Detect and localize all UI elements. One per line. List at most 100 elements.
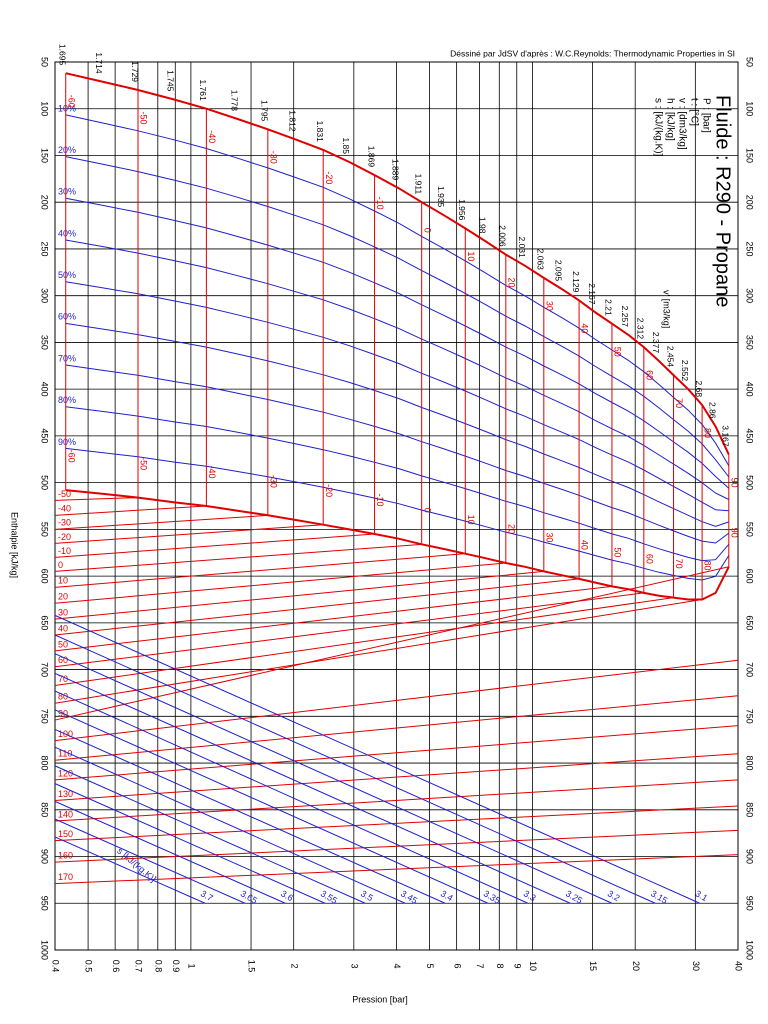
y-tick-label-right: 500 <box>745 475 755 490</box>
isentrope <box>54 728 446 904</box>
y-tick-label: 650 <box>40 615 50 630</box>
isotherm-left-label: 160 <box>58 851 73 861</box>
isentrope <box>54 783 326 904</box>
isotherm-left-label: -50 <box>58 489 71 499</box>
isotherm-label: -60 <box>66 95 76 108</box>
isentrope <box>54 800 286 904</box>
s-sat-label: 1.911 <box>413 174 423 195</box>
x-axis-label: Pression [bar] <box>352 994 408 1004</box>
quality-label: 20% <box>58 145 76 155</box>
s-sat-label: 1.795 <box>260 100 270 122</box>
isotherm-superheated <box>54 578 580 636</box>
x-tick-label: 40 <box>734 961 744 971</box>
isotherm-label: 30 <box>544 301 554 311</box>
quality-line <box>65 364 730 544</box>
isotherm-left-label: 70 <box>58 674 68 684</box>
isotherm-superheated <box>54 553 466 588</box>
isotherm-label: -40 <box>207 465 217 478</box>
y-tick-label: 50 <box>40 57 50 67</box>
y-tick-label-right: 800 <box>745 756 755 771</box>
x-tick-label: 20 <box>631 961 641 971</box>
quality-label: 50% <box>58 270 76 280</box>
quality-label: 70% <box>58 353 76 363</box>
s-sat-label: 2.257 <box>620 306 630 328</box>
y-tick-label-right: 650 <box>745 615 755 630</box>
isotherm-superheated <box>54 585 613 652</box>
x-tick-label: 0.5 <box>84 960 94 973</box>
y-tick-label: 450 <box>40 428 50 443</box>
y-tick-label-right: 250 <box>745 241 755 256</box>
isotherm-superheated <box>54 779 739 822</box>
isotherm-label: -50 <box>139 457 149 470</box>
s-sat-label: 2.167 <box>587 283 597 305</box>
isentrope <box>54 672 571 904</box>
s-sat-label: 2.552 <box>680 360 690 382</box>
isotherm-superheated <box>54 805 739 842</box>
isotherm-label: 20 <box>506 278 516 288</box>
isotherm-label: -40 <box>207 130 217 143</box>
isotherm-left-label: 150 <box>58 829 73 839</box>
isotherm-left-label: 50 <box>58 639 68 649</box>
s-sat-label: 2.454 <box>665 346 675 368</box>
s-sat-label: 1.869 <box>366 146 376 168</box>
x-tick-label: 9 <box>512 963 522 968</box>
isotherm-superheated <box>54 514 268 530</box>
isotherm-superheated <box>54 497 139 501</box>
isotherm-label: 80 <box>703 428 713 438</box>
credit: Déssiné par JdSV d'après : W.C.Reynolds:… <box>450 48 735 58</box>
y-tick-label: 500 <box>40 475 50 490</box>
s-sat-label: 2.031 <box>517 236 527 258</box>
x-tick-label: 0.7 <box>134 960 144 973</box>
v-label: v' [m3/kg] <box>662 290 672 328</box>
quality-line <box>65 197 730 489</box>
isentrope <box>54 765 366 904</box>
isotherm-superheated <box>54 659 739 742</box>
s-sat-label: 1.761 <box>198 79 208 101</box>
y-tick-label: 600 <box>40 569 50 584</box>
isotherm-label: -10 <box>375 197 385 210</box>
s-sat-label: 1.98 <box>478 217 488 234</box>
isotherm-label: -50 <box>139 112 149 125</box>
s-sat-label: 1.729 <box>130 61 140 83</box>
quality-line <box>65 281 729 512</box>
y-tick-label: 400 <box>40 382 50 397</box>
y-tick-label: 700 <box>40 662 50 677</box>
isotherm-label: 40 <box>580 323 590 333</box>
s-sat-label: 1.778 <box>229 90 239 112</box>
s-sat-label: 1.812 <box>288 110 298 132</box>
y-tick-label-right: 400 <box>745 382 755 397</box>
quality-label: 40% <box>58 228 76 238</box>
isotherm-superheated <box>54 753 739 801</box>
saturation-vapor <box>65 489 730 601</box>
x-tick-label: 0.4 <box>51 960 61 973</box>
chart-title: Fluide : R290 - Propane <box>712 95 734 307</box>
s-sat-label: 2.377 <box>651 332 661 354</box>
s-sat-label: 2.68 <box>694 381 704 398</box>
isotherm-label: 90 <box>729 528 739 538</box>
y-tick-label-right: 600 <box>745 569 755 584</box>
y-tick-label: 850 <box>40 802 50 817</box>
s-sat-label: 1.889 <box>390 159 400 181</box>
quality-label: 80% <box>58 395 76 405</box>
y-tick-label: 1000 <box>40 940 50 960</box>
x-tick-label: 1 <box>187 963 197 968</box>
isentrope <box>54 634 656 904</box>
x-tick-label: 5 <box>425 963 435 968</box>
y-tick-label-right: 850 <box>745 802 755 817</box>
y-tick-label-right: 750 <box>745 709 755 724</box>
isotherm-label: 50 <box>613 547 623 557</box>
isotherm-label: 10 <box>466 251 476 261</box>
s-sat-label: 1.831 <box>315 121 325 143</box>
s-sat-label: 1.85 <box>341 137 351 154</box>
isotherm-superheated <box>54 854 739 885</box>
y-tick-label-right: 300 <box>745 288 755 303</box>
isotherm-superheated <box>54 562 506 604</box>
quality-line <box>65 447 730 581</box>
x-tick-label: 30 <box>691 961 701 971</box>
isotherm-label: -60 <box>66 450 76 463</box>
isentrope <box>54 690 529 904</box>
isotherm-left-label: 60 <box>58 655 68 665</box>
isotherm-label: 30 <box>544 532 554 542</box>
isotherm-label: -30 <box>268 151 278 164</box>
